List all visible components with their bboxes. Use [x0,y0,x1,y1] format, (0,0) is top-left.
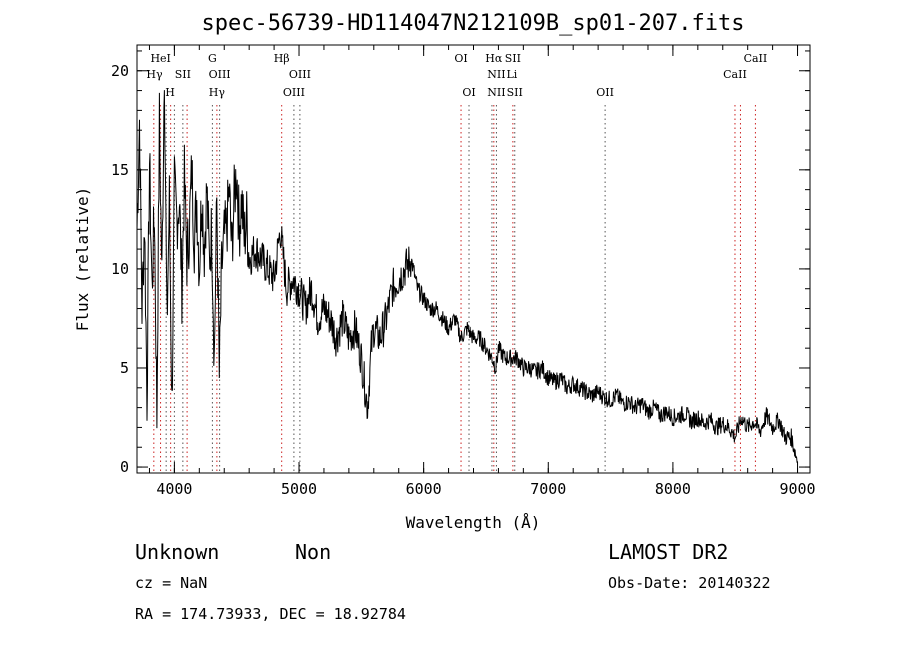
x-tick-label: 6000 [406,480,442,498]
object-class: Unknown [135,540,219,564]
chart-title: spec-56739-HD114047N212109B_sp01-207.fit… [201,11,744,36]
redshift-cz: cz = NaN [135,574,207,592]
spectral-line-label: OI [462,86,475,99]
spectral-line-label: SII [507,86,523,99]
object-subclass: Non [295,540,331,564]
spectral-line-label: OII [596,86,614,99]
y-tick-label: 5 [120,359,129,377]
spectral-line-label: OIII [209,68,231,81]
x-tick-label: 8000 [655,480,691,498]
plot-frame [136,44,811,474]
spectral-line-label: Hα [485,52,503,65]
ra-dec: RA = 174.73933, DEC = 18.92784 [135,605,406,623]
observation-date: Obs-Date: 20140322 [608,574,771,592]
spectral-line-label: H [165,86,175,99]
spectrum-line [136,90,798,463]
spectral-line-markers [153,105,756,473]
x-tick-label: 9000 [779,480,815,498]
y-tick-label: 10 [111,260,129,278]
spectral-line-label: G [208,52,217,65]
spectral-line-label: NII [487,86,505,99]
spectral-line-label: HeI [150,52,170,65]
spectral-line-label: Hβ [274,52,290,65]
spectral-line-label: SII [505,52,521,65]
spectral-line-label: OIII [289,68,311,81]
survey-release: LAMOST DR2 [608,540,728,564]
spectral-line-label: OI [454,52,467,65]
axis-ticks: 4000 5000 6000 7000 8000 9000 0 5 10 15 20 [111,45,816,498]
x-axis-label: Wavelength (Å) [406,513,541,532]
spectral-line-label: Hγ [146,68,163,81]
y-tick-label: 15 [111,161,129,179]
x-tick-label: 7000 [530,480,566,498]
y-axis-label: Flux (relative) [73,187,92,332]
x-tick-label: 5000 [281,480,317,498]
spectral-line-label: Li [506,68,517,81]
y-tick-label: 0 [120,458,129,476]
x-tick-label: 4000 [156,480,192,498]
spectral-line-label: Hγ [209,86,226,99]
spectral-line-label: NII [487,68,505,81]
spectral-line-label: OIII [283,86,305,99]
y-tick-label: 20 [111,62,129,80]
spectral-line-label: CaII [723,68,747,81]
spectral-line-label: CaII [744,52,768,65]
spectral-line-label: SII [175,68,191,81]
